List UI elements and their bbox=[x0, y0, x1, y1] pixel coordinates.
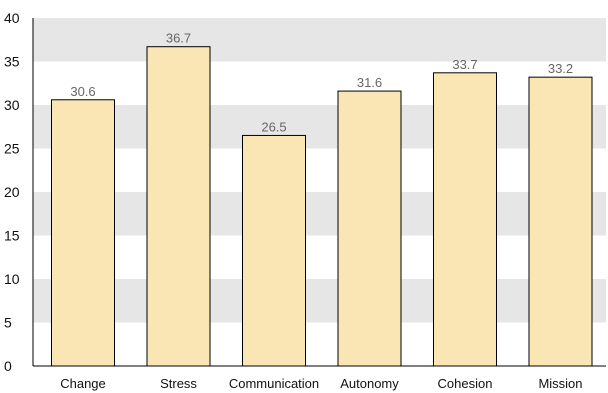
bar bbox=[242, 134, 306, 367]
y-tick-label: 20 bbox=[4, 184, 20, 200]
bar-value-label: 31.6 bbox=[357, 75, 382, 90]
bar-value-label: 33.7 bbox=[452, 57, 477, 72]
bar bbox=[51, 99, 115, 367]
grid-band bbox=[33, 279, 606, 323]
bar bbox=[337, 90, 402, 367]
category-label: Change bbox=[60, 376, 106, 391]
bar bbox=[433, 72, 497, 367]
y-tick-label: 0 bbox=[4, 358, 12, 374]
bar-value-label: 30.6 bbox=[70, 84, 95, 99]
y-tick-label: 15 bbox=[4, 228, 20, 244]
grid-band bbox=[33, 18, 606, 62]
y-tick-label: 40 bbox=[4, 10, 20, 26]
bar bbox=[528, 76, 593, 367]
bar-value-label: 36.7 bbox=[166, 31, 191, 46]
bar bbox=[146, 46, 211, 367]
y-tick-label: 10 bbox=[4, 271, 20, 287]
y-tick-label: 35 bbox=[4, 54, 20, 70]
y-tick-label: 5 bbox=[4, 315, 12, 331]
category-label: Communication bbox=[229, 376, 319, 391]
y-tick-label: 30 bbox=[4, 97, 20, 113]
grid-band bbox=[33, 105, 606, 149]
axes bbox=[32, 18, 606, 367]
grid-bands bbox=[33, 18, 606, 323]
y-tick-label: 25 bbox=[4, 141, 20, 157]
bar-value-label: 33.2 bbox=[548, 61, 573, 76]
y-tick-labels: 0 5 10 15 20 25 30 35 40 bbox=[4, 10, 20, 374]
category-label: Stress bbox=[160, 376, 197, 391]
bar-value-label: 26.5 bbox=[261, 119, 286, 134]
value-labels: 30.6 36.7 26.5 31.6 33.7 33.2 bbox=[70, 31, 573, 135]
grid-band bbox=[33, 192, 606, 236]
category-label: Mission bbox=[538, 376, 582, 391]
category-label: Autonomy bbox=[340, 376, 399, 391]
bars bbox=[51, 46, 593, 367]
category-label: Cohesion bbox=[438, 376, 493, 391]
x-tick-labels: Change Stress Communication Autonomy Cohesio… bbox=[60, 376, 582, 391]
